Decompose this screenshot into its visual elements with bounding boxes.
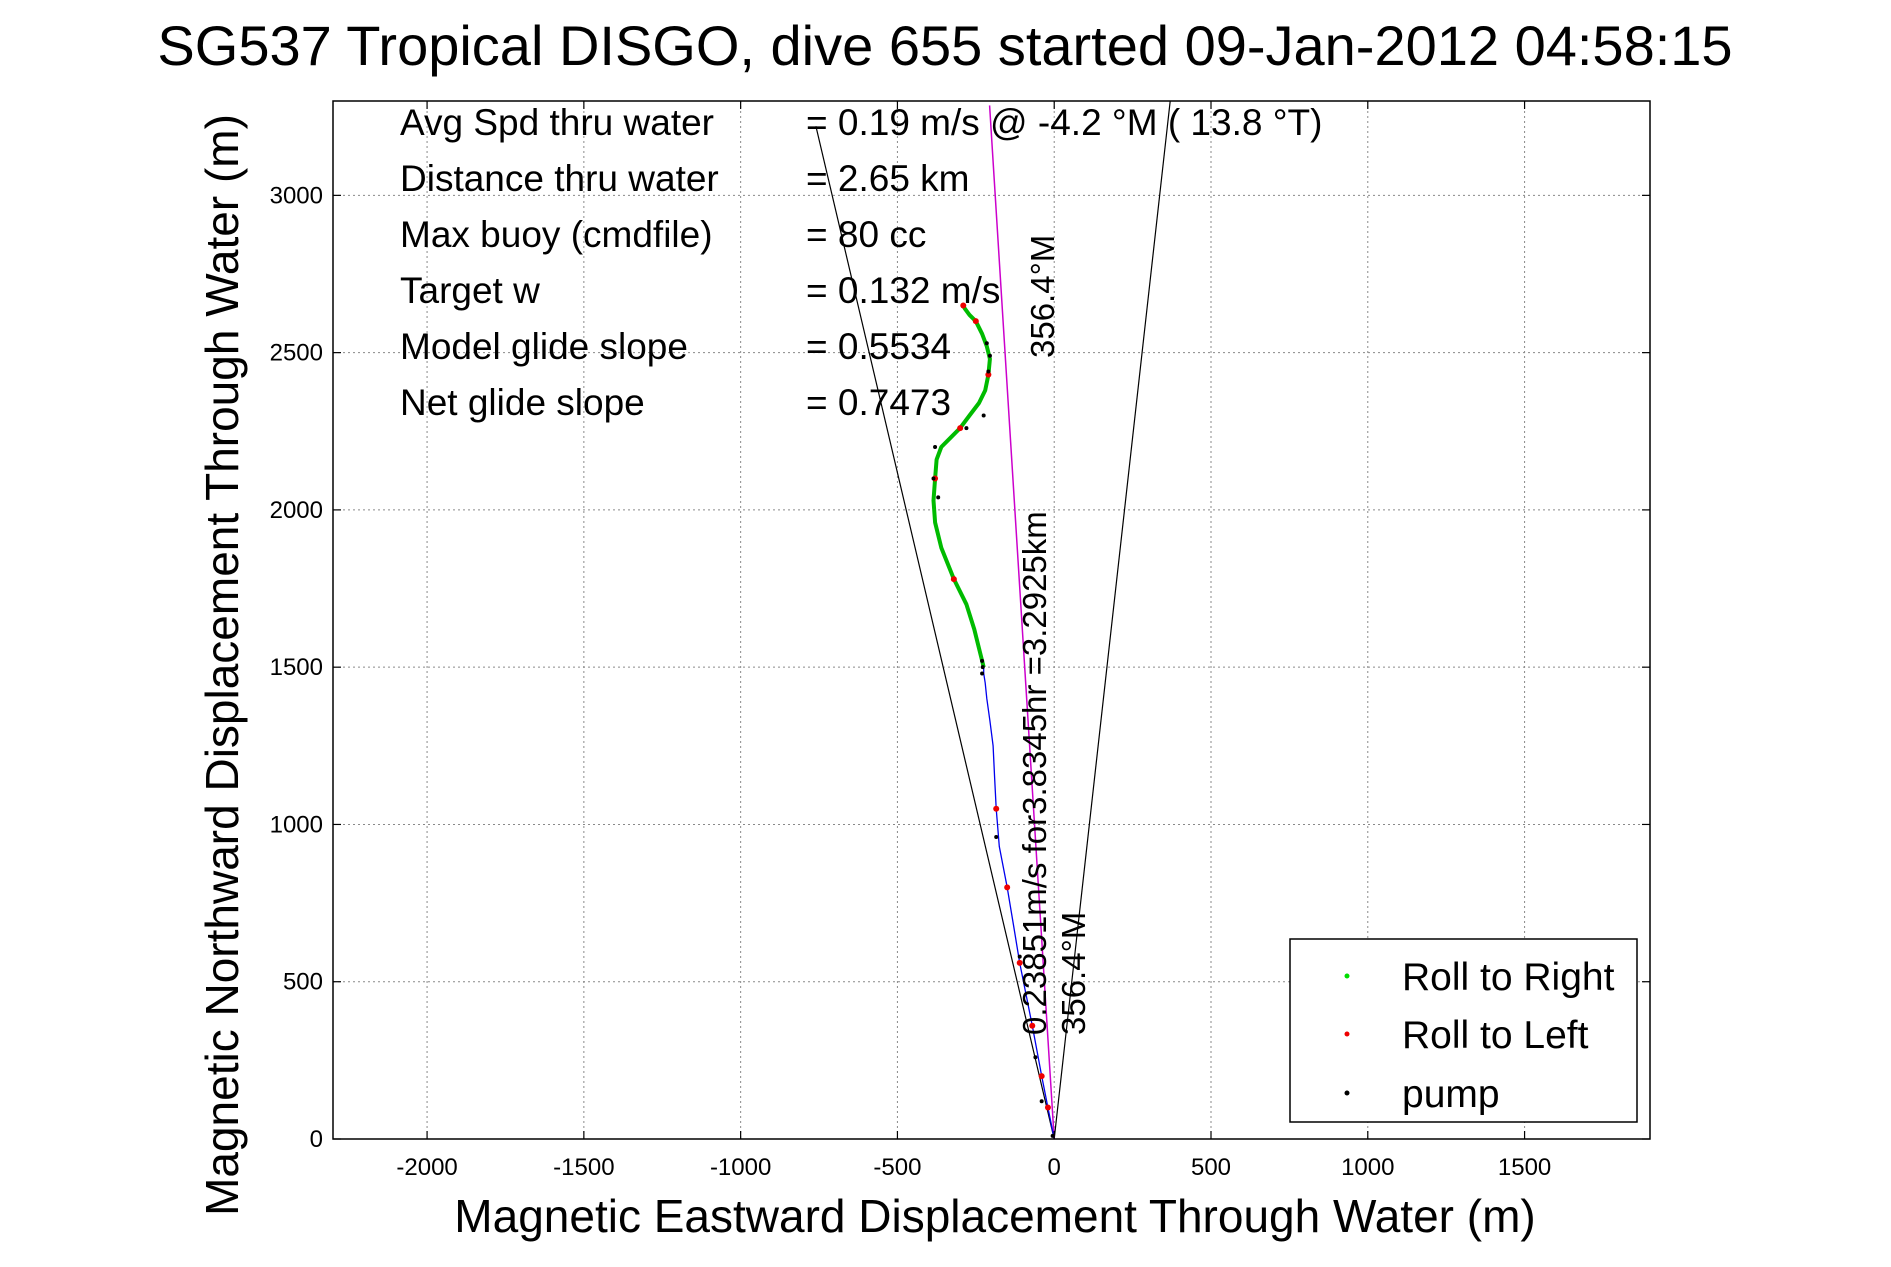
plot-frame xyxy=(332,100,1651,1140)
plot-layer xyxy=(815,100,1171,1140)
roll-left-point xyxy=(993,805,1000,812)
roll-left-point xyxy=(1044,1104,1051,1111)
stat-label: Distance thru water xyxy=(400,158,719,199)
stat-label: Max buoy (cmdfile) xyxy=(400,214,713,255)
legend-marker-roll-left xyxy=(1344,1031,1350,1037)
x-tick-label: 500 xyxy=(1191,1154,1231,1181)
y-tick-label: 0 xyxy=(310,1126,323,1153)
pump-point xyxy=(986,369,991,374)
legend-label-pump: pump xyxy=(1402,1073,1500,1116)
stat-label: Model glide slope xyxy=(400,326,688,367)
roll-left-point xyxy=(960,302,967,309)
current-vector-line xyxy=(988,105,1055,1140)
stat-value: = 0.7473 xyxy=(806,382,951,423)
pump-point xyxy=(994,835,999,840)
x-tick-label: -1000 xyxy=(710,1154,771,1181)
roll-left-point xyxy=(950,576,957,583)
tick-layer: -2000 -1500 -1000 -500 0 500 1000 1500 0 500 1000 1… xyxy=(270,101,1650,1181)
legend-marker-pump xyxy=(1344,1090,1350,1096)
x-tick-label: -1500 xyxy=(553,1154,614,1181)
roll-left-point xyxy=(957,425,964,432)
legend-label-roll-left: Roll to Left xyxy=(1402,1014,1589,1057)
stat-label: Avg Spd thru water xyxy=(400,102,714,143)
stat-label: Target w xyxy=(400,270,540,311)
roll-left-point xyxy=(985,371,992,378)
pump-point xyxy=(1017,954,1022,959)
pump-point xyxy=(933,445,938,449)
glider-track-line xyxy=(983,667,1055,1140)
pump-point xyxy=(980,658,985,663)
y-axis-title: Magnetic Northward Displacement Through … xyxy=(196,114,248,1216)
y-tick-label: 1500 xyxy=(270,654,323,681)
legend-marker-roll-right xyxy=(1344,973,1350,979)
stat-value: = 80 cc xyxy=(806,214,926,255)
roll-left-point xyxy=(1029,1022,1036,1029)
legend-label-roll-right: Roll to Right xyxy=(1402,956,1615,999)
y-tick-label: 500 xyxy=(283,969,323,996)
roll-right-track xyxy=(931,304,992,668)
pump-point xyxy=(981,413,986,418)
legend: Roll to Right Roll to Left pump xyxy=(1289,938,1638,1123)
x-tick-label: -500 xyxy=(873,1154,921,1181)
stats-block: Avg Spd thru water = 0.19 m/s @ -4.2 °M (… xyxy=(400,102,1322,423)
roll-left-point xyxy=(1016,959,1023,966)
stat-label: Net glide slope xyxy=(400,382,645,423)
x-tick-label: -2000 xyxy=(396,1154,457,1181)
stat-value: = 0.5534 xyxy=(806,326,951,367)
heading-near-label: 356.4°M xyxy=(1055,912,1092,1035)
pump-point xyxy=(1039,1099,1044,1104)
stat-value: = 0.132 m/s xyxy=(806,270,1000,311)
pump-point xyxy=(984,341,989,346)
heading-far-label: 356.4°M xyxy=(1024,235,1061,358)
pump-point xyxy=(980,671,985,676)
y-tick-label: 2500 xyxy=(270,340,323,367)
y-tick-label: 1000 xyxy=(270,811,323,838)
stat-value: = 2.65 km xyxy=(806,158,970,199)
pump-point xyxy=(1033,1055,1038,1060)
heading-line-right xyxy=(1053,100,1171,1140)
pump-point xyxy=(931,476,936,481)
pump-point xyxy=(980,665,985,670)
pump-point xyxy=(987,353,992,358)
pump-point xyxy=(964,426,969,431)
x-tick-label: 1000 xyxy=(1341,1154,1394,1181)
y-tick-label: 3000 xyxy=(270,182,323,209)
current-vector-label: 0.23851m/s for3.8345hr =3.2925km xyxy=(1016,511,1053,1035)
x-tick-label: 1500 xyxy=(1498,1154,1551,1181)
roll-left-point xyxy=(972,318,979,325)
chart-title: SG537 Tropical DISGO, dive 655 started 0… xyxy=(157,14,1732,77)
y-tick-label: 2000 xyxy=(270,497,323,524)
roll-left-point xyxy=(1004,884,1011,891)
heading-line-left xyxy=(815,126,1055,1140)
x-axis-title: Magnetic Eastward Displacement Through W… xyxy=(454,1190,1535,1242)
pump-point xyxy=(936,495,941,500)
x-tick-label: 0 xyxy=(1048,1154,1061,1181)
stat-value: = 0.19 m/s @ -4.2 °M ( 13.8 °T) xyxy=(806,102,1322,143)
roll-left-point xyxy=(1038,1073,1045,1080)
